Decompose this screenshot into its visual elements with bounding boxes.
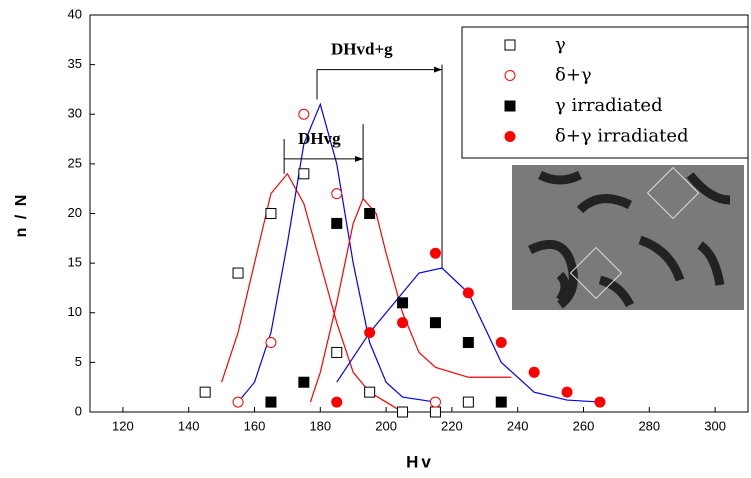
marker — [365, 387, 375, 397]
marker — [299, 377, 309, 387]
x-tick-label: 240 — [507, 418, 529, 433]
marker — [233, 268, 243, 278]
marker — [463, 397, 473, 407]
y-tick-label: 10 — [68, 304, 82, 319]
y-tick-label: 25 — [68, 155, 82, 170]
annotation: DHvg — [298, 129, 341, 148]
marker — [266, 397, 276, 407]
marker — [562, 387, 572, 397]
annotation: DHvd+g — [331, 39, 393, 58]
marker — [398, 407, 408, 417]
y-tick-label: 30 — [68, 106, 82, 121]
marker — [365, 328, 375, 338]
x-tick-label: 140 — [178, 418, 200, 433]
marker — [332, 218, 342, 228]
marker — [496, 338, 506, 348]
marker — [430, 248, 440, 258]
marker — [430, 407, 440, 417]
marker — [233, 397, 243, 407]
fit-curve — [222, 174, 403, 412]
marker — [398, 318, 408, 328]
legend-label: δ+γ irradiated — [555, 126, 689, 147]
y-tick-label: 0 — [75, 403, 82, 418]
chart: Hv n / N 120 140 160 180 200 220 240 260 280 300 0… — [0, 0, 751, 478]
marker — [463, 288, 473, 298]
x-tick-label: 180 — [309, 418, 331, 433]
x-tick-label: 160 — [244, 418, 266, 433]
marker — [332, 397, 342, 407]
marker — [496, 397, 506, 407]
inset-micrograph — [512, 165, 744, 310]
legend-label: δ+γ — [555, 65, 592, 86]
marker — [365, 209, 375, 219]
marker — [398, 298, 408, 308]
x-tick-label: 220 — [441, 418, 463, 433]
marker — [266, 209, 276, 219]
x-tick-label: 120 — [112, 418, 134, 433]
marker — [299, 109, 309, 119]
legend-label: γ — [555, 34, 566, 55]
x-tick-label: 200 — [375, 418, 397, 433]
marker — [430, 397, 440, 407]
x-tick-label: 300 — [704, 418, 726, 433]
marker — [529, 367, 539, 377]
marker — [463, 338, 473, 348]
marker — [505, 40, 515, 50]
marker — [505, 71, 515, 81]
y-tick-label: 15 — [68, 255, 82, 270]
y-tick-label: 5 — [75, 354, 82, 369]
marker — [505, 132, 515, 142]
marker — [430, 318, 440, 328]
marker — [266, 338, 276, 348]
y-axis-label: n / N — [13, 193, 30, 238]
x-axis-label: Hv — [406, 452, 434, 471]
x-tick-label: 260 — [573, 418, 595, 433]
marker — [595, 397, 605, 407]
y-tick-label: 35 — [68, 56, 82, 71]
fit-curve — [310, 199, 511, 402]
marker — [332, 347, 342, 357]
y-tick-label: 40 — [68, 6, 82, 21]
marker — [200, 387, 210, 397]
x-tick-label: 280 — [638, 418, 660, 433]
legend-label: γ irradiated — [555, 95, 663, 116]
marker — [505, 101, 515, 111]
y-tick-label: 20 — [68, 205, 82, 220]
marker — [299, 169, 309, 179]
marker — [332, 189, 342, 199]
